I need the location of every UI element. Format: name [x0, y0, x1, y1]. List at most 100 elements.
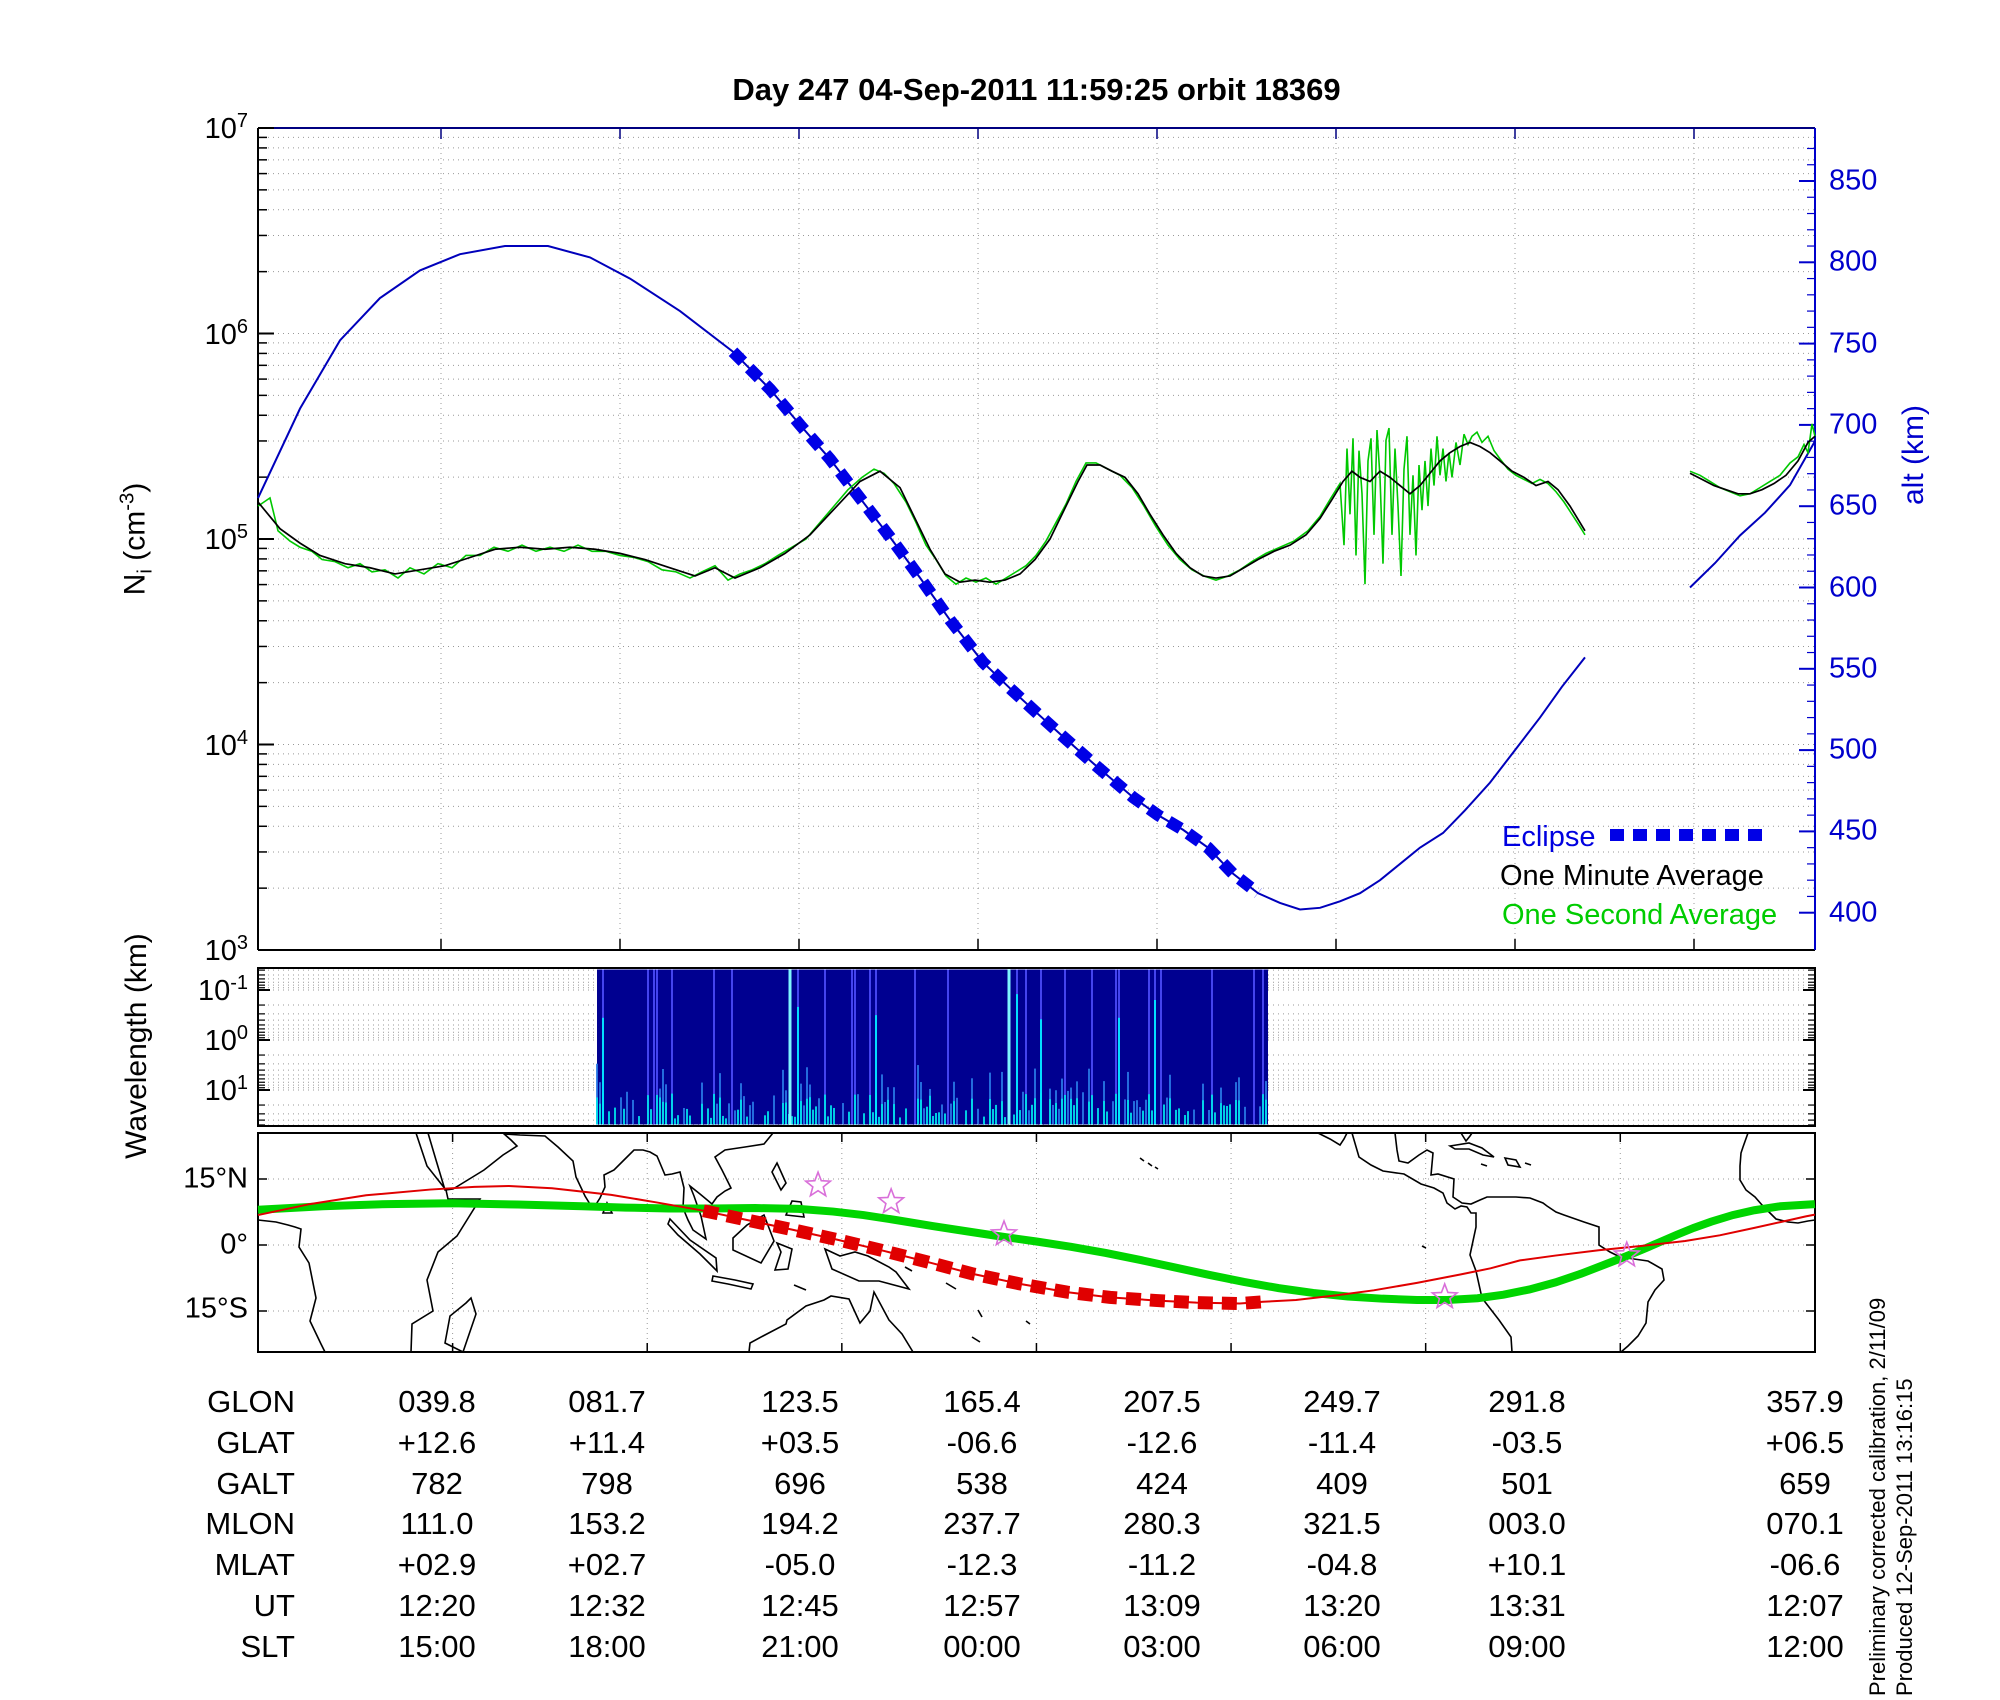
- table-cell-galt-0: 782: [411, 1466, 463, 1501]
- table-row-label-slt: SLT: [240, 1629, 295, 1664]
- coastline: [427, 1132, 519, 1191]
- table-cell-galt-5: 409: [1316, 1466, 1368, 1501]
- table-cell-mlon-6: 003.0: [1488, 1506, 1566, 1541]
- coastline: [971, 1336, 981, 1343]
- table-cell-mlat-1: +02.7: [567, 1547, 647, 1582]
- map-lat-label-15n: 15°N: [183, 1162, 248, 1195]
- table-cell-mlon-7: 070.1: [1766, 1506, 1844, 1541]
- table-cell-mlat-7: -06.6: [1769, 1547, 1841, 1582]
- table-cell-ut-5: 13:20: [1303, 1588, 1381, 1623]
- table-cell-ut-0: 12:20: [398, 1588, 476, 1623]
- coastline: [1480, 1163, 1488, 1167]
- ni-label-close: ): [118, 482, 152, 493]
- table-cell-glon-2: 123.5: [761, 1384, 839, 1419]
- table-cell-glat-2: +03.5: [760, 1425, 840, 1460]
- map-lat-label-0: 0°: [220, 1228, 248, 1261]
- ni-tick-10e3: 103: [204, 932, 248, 967]
- table-cell-ut-7: 12:07: [1766, 1588, 1844, 1623]
- table-cell-mlat-2: -05.0: [764, 1547, 836, 1582]
- ni-label-mid: (cm: [118, 510, 152, 570]
- coastline: [977, 1309, 983, 1318]
- coastline: [823, 1247, 912, 1291]
- coastline: [1139, 1157, 1159, 1170]
- coastline: [1460, 1132, 1473, 1143]
- coastline: [1739, 1132, 1816, 1224]
- coastline: [1351, 1132, 1513, 1353]
- coastline: [748, 1289, 914, 1353]
- alt-tick-650: 650: [1829, 489, 1878, 522]
- coastline: [904, 1266, 913, 1272]
- coastline: [1503, 1156, 1522, 1169]
- table-cell-galt-2: 696: [774, 1466, 826, 1501]
- table-cell-mlon-5: 321.5: [1303, 1506, 1381, 1541]
- map-lat-label-15s: 15°S: [184, 1292, 248, 1325]
- table-cell-galt-6: 501: [1501, 1466, 1553, 1501]
- wavelength-tick-10e0: 100: [204, 1022, 248, 1057]
- wavelength-tick-10e1: 101: [204, 1072, 248, 1107]
- table-cell-glon-1: 081.7: [568, 1384, 646, 1419]
- legend-eclipse-label: Eclipse: [1502, 821, 1596, 853]
- table-row-label-glat: GLAT: [216, 1425, 295, 1460]
- table-row-label-galt: GALT: [216, 1466, 295, 1501]
- table-cell-mlat-0: +02.9: [397, 1547, 477, 1582]
- coastline: [410, 1132, 482, 1353]
- table-cell-ut-2: 12:45: [761, 1588, 839, 1623]
- table-cell-ut-3: 12:57: [943, 1588, 1021, 1623]
- table-cell-glat-3: -06.6: [946, 1425, 1018, 1460]
- ground-station-star-icon: [803, 1169, 833, 1198]
- table-cell-mlat-5: -04.8: [1306, 1547, 1378, 1582]
- ni-axis-label: Ni (cm-3): [117, 483, 158, 596]
- table-cell-ut-1: 12:32: [568, 1588, 646, 1623]
- alt-tick-550: 550: [1829, 652, 1878, 685]
- ground-station-star-icon: [1430, 1281, 1460, 1310]
- coastline: [667, 1217, 718, 1274]
- alt-tick-750: 750: [1829, 327, 1878, 360]
- table-cell-glat-7: +06.5: [1765, 1425, 1845, 1460]
- alt-tick-800: 800: [1829, 245, 1878, 278]
- table-row-label-glon: GLON: [207, 1384, 295, 1419]
- coastline: [1447, 1142, 1495, 1158]
- coastline: [945, 1282, 957, 1290]
- ground-station-star-icon: [989, 1218, 1019, 1247]
- coastline: [257, 1219, 326, 1353]
- table-cell-slt-5: 06:00: [1303, 1629, 1381, 1664]
- coastline: [771, 1161, 787, 1192]
- table-cell-mlon-2: 194.2: [761, 1506, 839, 1541]
- wavelength-axis-label: Wavelength (km): [120, 933, 153, 1159]
- table-row-label-mlon: MLON: [205, 1506, 295, 1541]
- coastline: [1317, 1132, 1348, 1147]
- table-cell-glat-0: +12.6: [397, 1425, 477, 1460]
- ni-label-exp: -3: [116, 492, 139, 511]
- alt-axis-label: alt (km): [1897, 405, 1930, 505]
- spectrogram-block: [597, 969, 1268, 1125]
- table-cell-mlon-3: 237.7: [943, 1506, 1021, 1541]
- ni-tick-10e6: 106: [204, 315, 248, 351]
- table-cell-galt-1: 798: [581, 1466, 633, 1501]
- table-cell-mlon-1: 153.2: [568, 1506, 646, 1541]
- alt-tick-450: 450: [1829, 814, 1878, 847]
- table-cell-glon-0: 039.8: [398, 1384, 476, 1419]
- table-cell-slt-0: 15:00: [398, 1629, 476, 1664]
- alt-tick-700: 700: [1829, 408, 1878, 441]
- coastline: [1394, 1132, 1665, 1353]
- table-cell-glon-4: 207.5: [1123, 1384, 1201, 1419]
- table-cell-galt-3: 538: [956, 1466, 1008, 1501]
- coastline: [773, 1241, 793, 1271]
- table-row-label-mlat: MLAT: [214, 1547, 295, 1582]
- legend-minute-avg-label: One Minute Average: [1500, 860, 1764, 892]
- table-cell-mlat-6: +10.1: [1487, 1547, 1567, 1582]
- table-cell-ut-4: 13:09: [1123, 1588, 1201, 1623]
- table-cell-glon-7: 357.9: [1766, 1384, 1844, 1419]
- ni-tick-10e5: 105: [204, 521, 248, 556]
- table-cell-mlon-4: 280.3: [1123, 1506, 1201, 1541]
- alt-tick-600: 600: [1829, 571, 1878, 603]
- table-cell-mlon-0: 111.0: [400, 1506, 474, 1541]
- alt-tick-400: 400: [1829, 896, 1878, 929]
- calibration-note: Preliminary corrected calibration, 2/11/…: [1865, 1297, 1890, 1696]
- production-notes: Preliminary corrected calibration, 2/11/…: [1864, 1298, 1918, 1696]
- ground-station-star-icon: [1612, 1239, 1642, 1268]
- table-cell-galt-7: 659: [1779, 1466, 1831, 1501]
- wavelength-tick-10e-1: 10-1: [197, 972, 248, 1007]
- table-cell-slt-6: 09:00: [1488, 1629, 1566, 1664]
